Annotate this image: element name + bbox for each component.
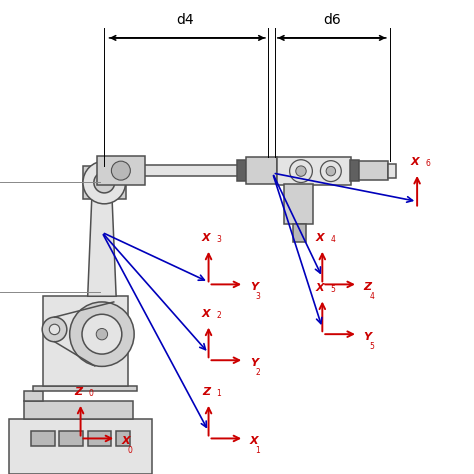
Circle shape — [296, 166, 306, 176]
Polygon shape — [88, 182, 116, 296]
Polygon shape — [277, 157, 351, 185]
Text: Z: Z — [202, 387, 210, 397]
Circle shape — [83, 161, 126, 204]
Circle shape — [290, 160, 312, 182]
Text: X: X — [316, 233, 324, 243]
Text: 3: 3 — [217, 235, 221, 244]
Polygon shape — [31, 431, 55, 446]
Text: d6: d6 — [323, 13, 341, 27]
Polygon shape — [9, 419, 152, 474]
Circle shape — [326, 166, 336, 176]
Text: Y: Y — [364, 331, 372, 342]
Text: Z: Z — [74, 387, 82, 397]
Text: 5: 5 — [369, 342, 374, 351]
Text: 4: 4 — [369, 292, 374, 301]
Text: X: X — [250, 436, 258, 446]
Text: 4: 4 — [330, 235, 335, 244]
Text: 2: 2 — [255, 368, 260, 377]
Circle shape — [94, 172, 115, 193]
Circle shape — [82, 314, 122, 354]
Text: X: X — [202, 233, 210, 243]
Polygon shape — [104, 165, 273, 176]
Text: d4: d4 — [176, 13, 194, 27]
Polygon shape — [388, 164, 396, 178]
Polygon shape — [33, 386, 137, 391]
Text: 3: 3 — [255, 292, 260, 301]
Polygon shape — [237, 160, 246, 181]
Polygon shape — [284, 184, 313, 224]
Text: 2: 2 — [217, 311, 221, 320]
Circle shape — [96, 328, 108, 340]
Polygon shape — [350, 160, 359, 181]
Text: 1: 1 — [255, 446, 260, 455]
Circle shape — [42, 317, 67, 342]
Text: X: X — [202, 309, 210, 319]
Polygon shape — [116, 431, 130, 446]
Circle shape — [111, 161, 130, 180]
Text: X: X — [122, 436, 130, 446]
Polygon shape — [24, 391, 43, 401]
Circle shape — [49, 324, 60, 335]
Text: X: X — [410, 157, 419, 167]
Text: 6: 6 — [425, 159, 430, 168]
Text: X: X — [316, 283, 324, 293]
Text: 1: 1 — [217, 389, 221, 398]
Polygon shape — [293, 224, 306, 242]
Polygon shape — [88, 431, 111, 446]
Text: Y: Y — [250, 357, 258, 368]
Text: 0: 0 — [128, 446, 132, 455]
Polygon shape — [97, 156, 145, 185]
Text: 5: 5 — [330, 285, 335, 294]
Polygon shape — [246, 157, 277, 184]
Polygon shape — [59, 431, 83, 446]
Polygon shape — [359, 161, 388, 180]
Text: Z: Z — [364, 282, 372, 292]
Circle shape — [320, 161, 341, 182]
Text: 0: 0 — [89, 389, 93, 398]
Polygon shape — [83, 166, 126, 199]
Polygon shape — [24, 401, 133, 419]
Text: Y: Y — [250, 282, 258, 292]
Polygon shape — [43, 296, 128, 386]
Circle shape — [70, 302, 134, 366]
